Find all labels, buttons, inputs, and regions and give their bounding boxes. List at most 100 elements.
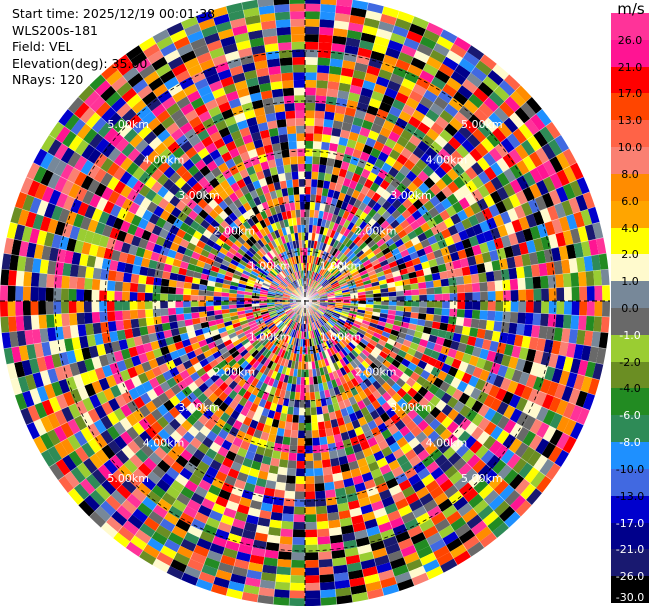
- velocity-bin: [386, 387, 397, 398]
- velocity-bin: [555, 231, 567, 248]
- velocity-bin: [332, 285, 341, 291]
- velocity-bin: [257, 517, 271, 527]
- velocity-bin: [468, 493, 484, 509]
- velocity-bin: [535, 406, 549, 423]
- velocity-bin: [448, 97, 464, 112]
- velocity-bin: [502, 197, 514, 212]
- velocity-bin: [336, 276, 345, 282]
- velocity-bin: [388, 350, 398, 360]
- velocity-bin: [479, 310, 488, 321]
- velocity-bin: [370, 243, 380, 252]
- velocity-bin: [361, 276, 371, 283]
- velocity-bin: [573, 374, 585, 391]
- velocity-bin: [515, 266, 525, 279]
- velocity-bin: [352, 273, 361, 280]
- velocity-bin: [433, 42, 450, 57]
- velocity-bin: [418, 306, 427, 314]
- velocity-bin: [279, 57, 293, 66]
- velocity-bin: [485, 271, 495, 282]
- velocity-bin: [347, 22, 364, 33]
- velocity-bin: [548, 301, 557, 315]
- velocity-bin: [442, 253, 453, 264]
- velocity-bin: [467, 255, 477, 267]
- velocity-bin: [331, 326, 339, 334]
- velocity-bin: [313, 125, 324, 135]
- velocity-bin: [562, 356, 574, 373]
- velocity-bin: [402, 311, 412, 318]
- velocity-bin: [366, 227, 376, 237]
- velocity-bin: [317, 288, 325, 294]
- velocity-bin: [446, 77, 462, 92]
- velocity-bin: [354, 317, 364, 323]
- velocity-bin: [356, 489, 369, 500]
- velocity-bin: [452, 131, 467, 145]
- velocity-bin: [444, 331, 455, 341]
- velocity-bin: [241, 529, 256, 540]
- velocity-bin: [534, 195, 548, 211]
- velocity-bin: [410, 312, 419, 319]
- velocity-bin: [490, 425, 504, 440]
- velocity-bin: [403, 431, 416, 443]
- velocity-bin: [339, 234, 347, 244]
- velocity-bin: [345, 354, 353, 363]
- colorbar-label: 26.0: [617, 33, 643, 47]
- velocity-bin: [435, 178, 448, 191]
- velocity-bin: [332, 239, 340, 249]
- velocity-bin: [292, 537, 305, 545]
- velocity-bin: [465, 226, 476, 239]
- velocity-bin: [318, 327, 325, 335]
- velocity-bin: [486, 239, 497, 252]
- velocity-bin: [401, 382, 412, 393]
- velocity-bin: [524, 466, 540, 484]
- velocity-bin: [388, 131, 401, 143]
- velocity-bin: [277, 466, 288, 476]
- velocity-bin: [570, 314, 580, 330]
- velocity-bin: [562, 183, 576, 200]
- velocity-bin: [390, 247, 401, 256]
- velocity-bin: [314, 118, 325, 127]
- velocity-bin: [340, 338, 349, 347]
- velocity-bin: [190, 301, 199, 307]
- velocity-bin: [515, 397, 528, 412]
- velocity-bin: [395, 58, 411, 72]
- velocity-bin: [326, 88, 339, 98]
- velocity-bin: [319, 581, 336, 591]
- velocity-bin: [183, 288, 192, 296]
- velocity-bin: [457, 85, 473, 100]
- velocity-bin: [338, 350, 346, 359]
- velocity-bin: [482, 510, 499, 527]
- velocity-bin: [339, 358, 347, 368]
- velocity-bin: [376, 206, 387, 216]
- velocity-bin: [437, 498, 453, 513]
- velocity-bin: [299, 392, 305, 401]
- velocity-bin: [392, 142, 405, 154]
- velocity-bin: [458, 197, 471, 210]
- velocity-bin: [333, 20, 350, 30]
- velocity-bin: [508, 232, 519, 246]
- velocity-bin: [335, 5, 352, 15]
- velocity-bin: [358, 352, 368, 361]
- velocity-bin: [305, 72, 317, 81]
- velocity-bin: [289, 391, 296, 400]
- velocity-bin: [291, 376, 298, 385]
- velocity-bin: [496, 157, 510, 173]
- velocity-bin: [387, 281, 396, 288]
- velocity-bin: [453, 111, 469, 126]
- velocity-bin: [312, 452, 322, 461]
- velocity-bin: [405, 492, 420, 505]
- velocity-bin: [579, 301, 588, 316]
- velocity-bin: [578, 271, 587, 287]
- velocity-bin: [316, 320, 322, 328]
- velocity-bin: [392, 523, 408, 536]
- velocity-bin: [434, 166, 447, 179]
- velocity-bin: [346, 99, 359, 110]
- velocity-bin: [424, 146, 438, 160]
- velocity-bin: [448, 470, 464, 485]
- velocity-bin: [396, 290, 404, 297]
- velocity-bin: [518, 123, 534, 140]
- velocity-bin: [309, 209, 315, 218]
- velocity-bin: [336, 251, 344, 260]
- velocity-bin: [60, 301, 69, 314]
- velocity-bin: [395, 310, 404, 317]
- velocity-bin: [352, 116, 364, 127]
